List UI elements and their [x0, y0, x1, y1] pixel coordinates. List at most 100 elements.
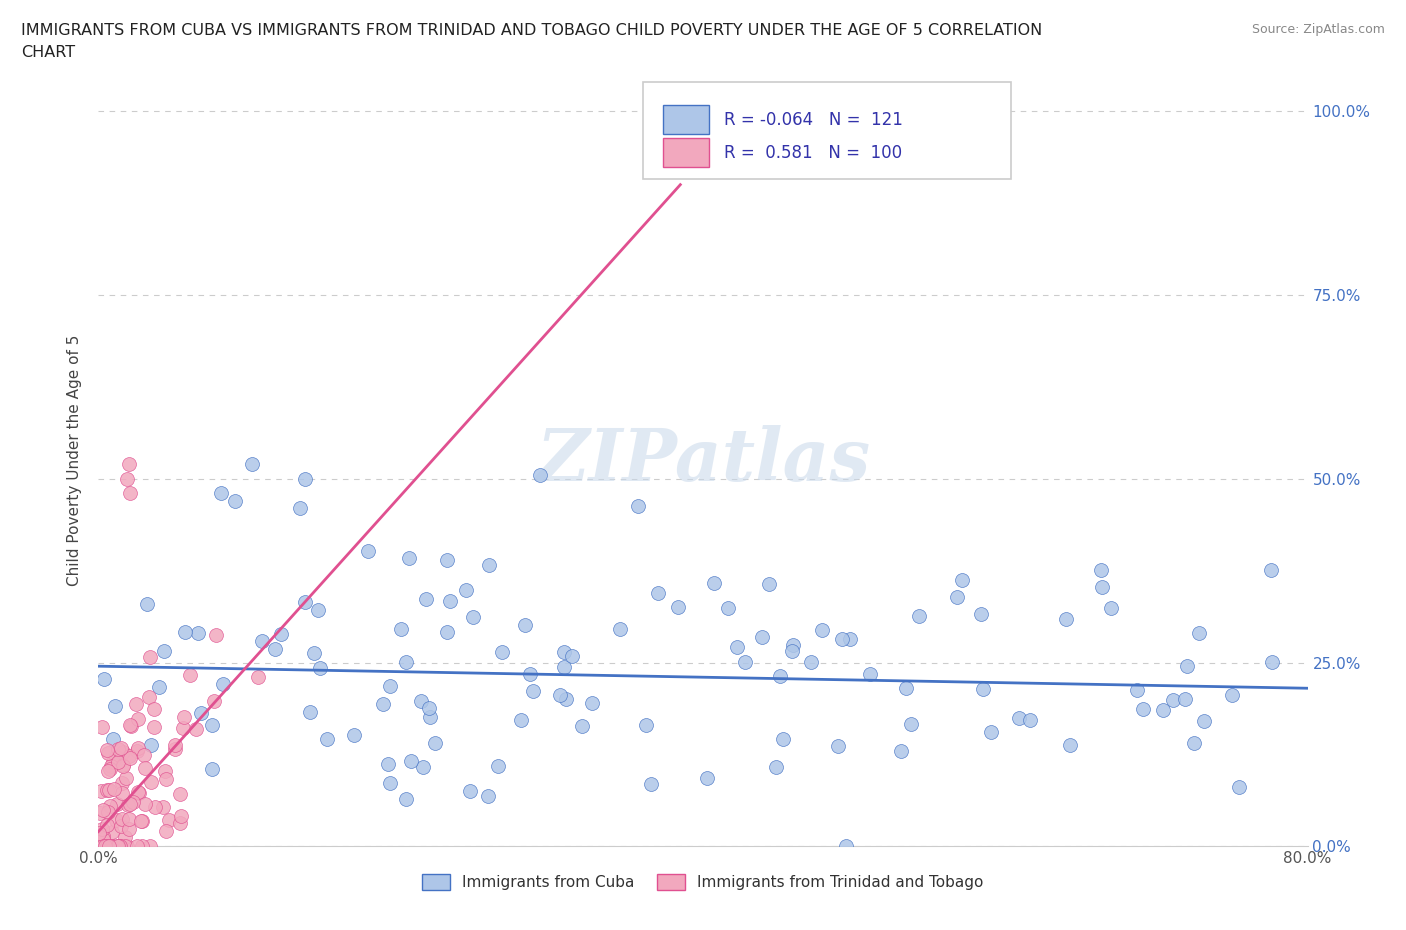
- Point: [894, 681, 917, 696]
- Point: [97, 764, 120, 778]
- Point: [89, 826, 111, 841]
- Point: [561, 648, 583, 663]
- Point: [96, 743, 118, 758]
- Point: [120, 719, 142, 734]
- Point: [419, 710, 441, 724]
- Point: [120, 718, 142, 733]
- Point: [114, 839, 136, 854]
- Point: [800, 655, 823, 670]
- Point: [93, 672, 115, 687]
- Point: [555, 691, 578, 706]
- Text: R = -0.064   N =  121: R = -0.064 N = 121: [724, 111, 903, 128]
- Point: [357, 544, 380, 559]
- Point: [131, 839, 153, 854]
- Point: [1090, 562, 1112, 577]
- Point: [609, 621, 631, 636]
- Point: [316, 732, 339, 747]
- Point: [103, 781, 125, 796]
- Point: [252, 634, 274, 649]
- Text: IMMIGRANTS FROM CUBA VS IMMIGRANTS FROM TRINIDAD AND TOBAGO CHILD POVERTY UNDER : IMMIGRANTS FROM CUBA VS IMMIGRANTS FROM …: [21, 23, 1042, 38]
- Point: [1059, 737, 1081, 752]
- Point: [398, 551, 420, 565]
- Point: [395, 655, 418, 670]
- Point: [100, 839, 122, 854]
- Point: [112, 744, 135, 759]
- Point: [93, 839, 115, 854]
- Point: [115, 839, 138, 854]
- Point: [950, 573, 973, 588]
- Point: [205, 627, 228, 642]
- Point: [835, 839, 858, 854]
- Point: [734, 655, 756, 670]
- Text: ZIPatlas: ZIPatlas: [536, 425, 870, 496]
- Point: [380, 679, 402, 694]
- Point: [125, 697, 148, 711]
- Bar: [664, 138, 709, 167]
- Point: [294, 472, 316, 486]
- Point: [111, 758, 134, 773]
- Point: [169, 808, 191, 823]
- Point: [439, 593, 461, 608]
- Point: [1152, 702, 1174, 717]
- Point: [105, 797, 128, 812]
- Point: [510, 713, 533, 728]
- Point: [627, 498, 650, 513]
- Point: [89, 805, 111, 820]
- Point: [769, 669, 792, 684]
- Point: [97, 746, 120, 761]
- Point: [107, 754, 129, 769]
- Point: [309, 660, 332, 675]
- Point: [134, 748, 156, 763]
- Point: [179, 668, 201, 683]
- Point: [98, 783, 121, 798]
- Point: [491, 644, 513, 659]
- Point: [173, 625, 195, 640]
- Point: [107, 741, 129, 756]
- Point: [378, 776, 401, 790]
- Point: [127, 740, 149, 755]
- Point: [135, 596, 157, 611]
- Point: [1261, 655, 1284, 670]
- Point: [571, 718, 593, 733]
- Point: [294, 594, 316, 609]
- Point: [782, 637, 804, 652]
- Point: [1175, 659, 1198, 674]
- Point: [96, 783, 118, 798]
- Point: [831, 631, 853, 646]
- Point: [157, 813, 180, 828]
- Point: [1099, 601, 1122, 616]
- Point: [758, 577, 780, 591]
- Point: [104, 698, 127, 713]
- Point: [307, 603, 329, 618]
- Point: [377, 756, 399, 771]
- Point: [436, 552, 458, 567]
- Point: [96, 839, 118, 854]
- Point: [118, 751, 141, 765]
- Point: [104, 749, 127, 764]
- Point: [96, 817, 118, 832]
- Text: R =  0.581   N =  100: R = 0.581 N = 100: [724, 143, 901, 162]
- Point: [394, 791, 416, 806]
- Point: [172, 720, 194, 735]
- Point: [169, 786, 191, 801]
- Point: [169, 816, 191, 830]
- Point: [302, 645, 325, 660]
- Point: [91, 803, 114, 817]
- Point: [111, 812, 134, 827]
- Point: [163, 738, 186, 753]
- Point: [97, 804, 120, 819]
- Point: [436, 624, 458, 639]
- Point: [90, 720, 112, 735]
- Point: [553, 644, 575, 659]
- Point: [118, 749, 141, 764]
- Point: [1090, 579, 1112, 594]
- Point: [139, 775, 162, 790]
- Point: [91, 839, 114, 854]
- Point: [1174, 692, 1197, 707]
- Point: [202, 694, 225, 709]
- Point: [165, 742, 187, 757]
- Point: [190, 706, 212, 721]
- Point: [143, 800, 166, 815]
- Point: [152, 644, 174, 658]
- Point: [209, 486, 232, 501]
